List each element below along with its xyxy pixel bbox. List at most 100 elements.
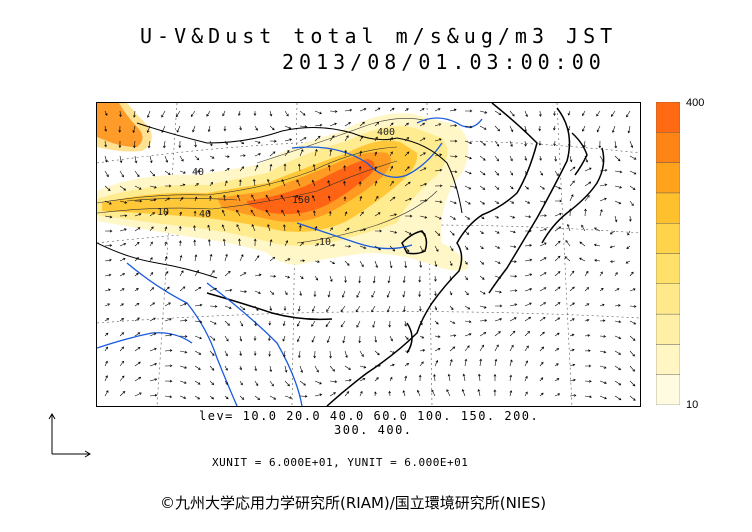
wind-arrow [164, 395, 173, 399]
wind-arrow [625, 260, 631, 264]
wind-arrow [119, 242, 127, 247]
wind-arrow [464, 290, 469, 296]
wind-arrow [358, 166, 362, 172]
wind-arrow [224, 288, 233, 292]
wind-arrow [554, 271, 561, 277]
wind-arrow [179, 335, 188, 338]
wind-arrow [237, 194, 241, 202]
wind-arrow [479, 358, 483, 367]
wind-arrow [419, 122, 426, 127]
wind-arrow [281, 179, 286, 187]
wind-arrow [359, 378, 366, 382]
wind-arrow [149, 257, 153, 262]
wind-arrow [358, 275, 362, 284]
wind-arrow [614, 350, 622, 355]
wind-arrow [267, 224, 271, 232]
wind-arrow [149, 155, 153, 164]
wind-arrow [164, 255, 168, 262]
wind-arrow [569, 348, 575, 352]
wind-arrow [614, 320, 622, 324]
wind-arrow [254, 380, 259, 387]
wind-arrow [104, 200, 112, 205]
wind-arrow [149, 393, 158, 397]
wind-arrow [104, 185, 111, 191]
wind-arrow [224, 270, 231, 277]
wind-arrow [209, 365, 215, 371]
wind-arrow [539, 361, 544, 367]
wind-arrow [599, 271, 603, 277]
wind-arrow [374, 364, 381, 368]
wind-arrow [494, 304, 503, 308]
wind-arrow [599, 395, 607, 400]
wind-arrow [147, 140, 151, 149]
wind-arrow [374, 166, 377, 172]
colorbar-step [656, 102, 680, 133]
wind-arrow [194, 395, 201, 400]
wind-arrow [253, 111, 257, 116]
wind-arrow [614, 304, 621, 307]
wind-arrow [599, 155, 605, 163]
wind-arrow [434, 335, 441, 338]
wind-arrow [209, 305, 218, 308]
wind-arrow [449, 215, 456, 220]
wind-arrow [553, 125, 556, 131]
wind-arrow [296, 335, 301, 343]
wind-arrow [614, 170, 623, 174]
wind-arrow [433, 275, 437, 282]
wind-arrow [224, 168, 230, 172]
wind-arrow [193, 225, 196, 232]
wind-arrow [434, 348, 441, 352]
wind-arrow [254, 320, 257, 327]
wind-arrow [509, 140, 513, 148]
wind-arrow [297, 163, 301, 172]
wind-arrow [524, 360, 528, 367]
wind-arrow [569, 155, 573, 163]
dust-level-400 [247, 159, 375, 214]
vector-units: XUNIT = 6.000E+01, YUNIT = 6.000E+01 [212, 456, 469, 469]
wind-arrow [326, 305, 331, 313]
wind-arrow [402, 390, 406, 397]
wind-arrow [161, 110, 166, 118]
wind-arrow [329, 110, 338, 113]
wind-arrow [389, 363, 395, 367]
wind-arrow [358, 335, 362, 344]
wind-arrow [194, 169, 201, 173]
wind-arrow [464, 305, 471, 310]
wind-arrow [164, 211, 169, 217]
wind-arrow [594, 259, 601, 262]
wind-arrow [359, 228, 367, 232]
contour-label: 10 [157, 207, 169, 218]
wind-arrow [524, 273, 533, 277]
wind-arrow [629, 271, 634, 277]
borders [97, 122, 463, 279]
wind-arrow [254, 273, 262, 277]
wind-arrow [404, 320, 408, 327]
wind-arrow [209, 253, 213, 262]
wind-arrow [118, 125, 122, 133]
wind-arrow [494, 155, 499, 162]
wind-arrow [524, 258, 533, 262]
wind-arrow [284, 110, 289, 117]
wind-arrow [207, 239, 211, 247]
wind-arrow [119, 170, 124, 178]
wind-arrow [239, 350, 242, 357]
wind-arrow [629, 335, 636, 341]
wind-arrow [509, 374, 513, 382]
map-timestamp: 2013/08/01.03:00:00 [282, 50, 606, 74]
wind-arrow [179, 255, 183, 262]
wind-arrow [344, 108, 353, 112]
wind-arrow [584, 181, 592, 187]
wind-arrow [164, 379, 173, 383]
wind-arrow [479, 110, 488, 114]
wind-arrow [224, 380, 228, 385]
wind-arrow [434, 245, 439, 252]
wind-arrow [222, 110, 226, 117]
wind-arrow [464, 345, 470, 352]
wind-arrow [389, 165, 393, 172]
wind-arrow [524, 155, 528, 161]
wind-arrow [119, 375, 125, 382]
wind-arrow [359, 135, 363, 142]
wind-arrow [179, 286, 186, 292]
wind-arrow [164, 241, 168, 247]
wind-arrow [494, 290, 502, 294]
